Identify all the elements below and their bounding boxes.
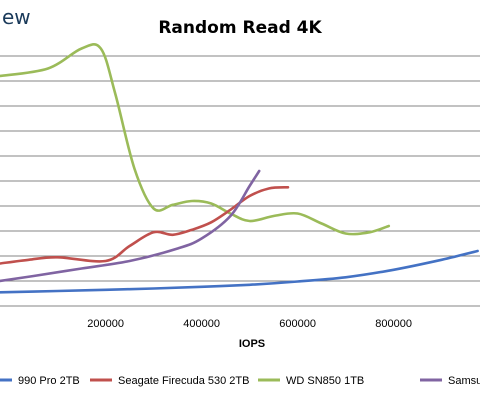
data-point [344,276,347,279]
legend-label: Samsu [448,375,480,387]
data-point [272,215,275,217]
legend-label: WD SN850 1TB [286,375,364,387]
data-point [368,231,371,234]
data-point [248,185,251,187]
data-point [476,250,479,252]
x-axis-title: IOPS [239,338,265,350]
data-point [248,220,251,222]
data-point [128,260,131,262]
data-point [80,267,83,270]
x-tick-label: 400000 [183,318,220,330]
data-point [32,275,35,277]
data-point [387,225,390,227]
data-point [0,291,1,294]
x-tick-label: 200000 [87,318,124,330]
data-point [200,285,203,288]
series-layer [0,43,479,294]
data-point [229,208,232,211]
data-point [440,258,443,261]
data-point [56,256,59,259]
data-point [0,280,1,282]
data-point [248,195,251,197]
data-point [47,67,49,70]
data-point [104,260,107,262]
data-point [287,186,289,189]
series-line-3 [0,169,261,283]
data-point [56,290,59,292]
data-point [392,268,395,271]
data-point [296,280,299,283]
series-line-0 [0,249,479,294]
data-point [320,222,323,225]
data-point [99,47,102,50]
logo-text: ew [2,5,31,29]
data-point [267,187,270,190]
data-point [104,288,107,291]
legend: 990 Pro 2TB Seagate Firecuda 530 2TB WD SN… [0,375,480,387]
data-point [80,47,83,50]
data-point [248,283,251,286]
data-point [176,247,179,250]
data-point [0,75,1,77]
data-point [152,231,155,234]
legend-label: 990 Pro 2TB [18,375,80,387]
data-point [191,228,193,231]
data-point [191,200,193,202]
x-tick-labels: 200000 400000 600000 800000 [87,318,412,330]
data-point [200,237,203,240]
chart-title: Random Read 4K [158,18,322,38]
x-tick-label: 800000 [375,318,412,330]
data-point [114,92,117,95]
data-point [152,287,155,290]
data-point [152,207,155,210]
data-point [171,233,174,236]
data-point [258,170,261,172]
gridlines [0,55,480,307]
data-point [128,245,131,247]
data-point [171,203,174,206]
legend-label: Seagate Firecuda 530 2TB [118,375,249,387]
data-point [210,202,213,205]
series-line-2 [0,43,391,236]
data-point [210,221,213,224]
data-point [27,258,30,261]
x-tick-label: 600000 [279,318,316,330]
data-point [229,215,232,217]
series-line-1 [0,186,290,265]
data-point [133,167,136,170]
data-point [296,212,299,215]
data-point [344,232,347,235]
data-point [0,262,1,265]
